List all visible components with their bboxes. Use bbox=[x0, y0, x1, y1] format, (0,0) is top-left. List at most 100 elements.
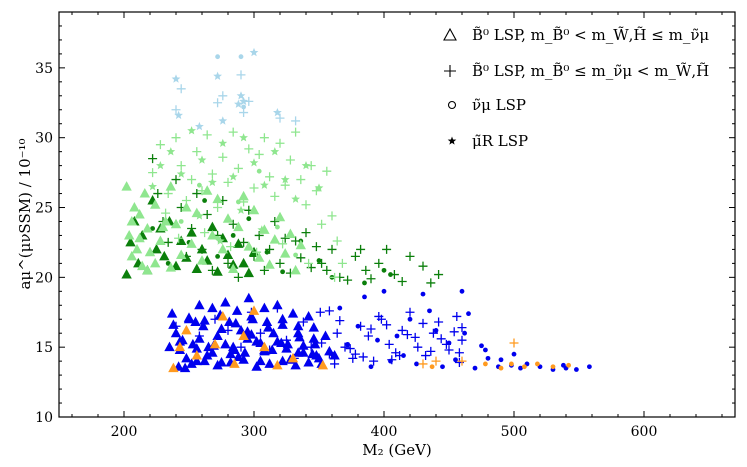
data-point-blue-plus bbox=[330, 359, 340, 369]
data-point-lightgreen-triangle bbox=[285, 228, 296, 239]
data-point-blue-triangle bbox=[231, 305, 243, 315]
data-point-green-triangle bbox=[207, 221, 218, 232]
data-point-lightgreen-triangle bbox=[207, 229, 218, 240]
y-tick-label: 15 bbox=[35, 340, 53, 356]
data-point-orange-circle bbox=[483, 361, 488, 367]
data-point-blue-circle bbox=[329, 351, 335, 357]
data-point-lightblue-plus bbox=[236, 70, 246, 80]
data-point-blue-triangle bbox=[220, 338, 231, 349]
plot-points bbox=[121, 47, 592, 373]
data-point-lightgreen-triangle bbox=[134, 209, 145, 219]
data-point-lightgreen-triangle bbox=[212, 193, 223, 204]
data-point-lightgreen-plus bbox=[332, 236, 342, 246]
data-point-lightgreen-triangle bbox=[142, 222, 153, 233]
x-tick-label: 500 bbox=[501, 424, 528, 440]
data-point-blue-plus bbox=[317, 338, 327, 348]
legend-marker-triangle bbox=[443, 27, 457, 41]
data-point-blue-circle bbox=[414, 361, 419, 367]
data-point-blue-triangle bbox=[298, 340, 309, 350]
data-point-lightgreen-triangle bbox=[280, 248, 291, 258]
data-point-lightgreen-plus bbox=[202, 130, 212, 140]
data-point-green-plus bbox=[280, 233, 290, 243]
data-point-lightgreen-star bbox=[208, 177, 217, 187]
data-point-lightgreen-star bbox=[239, 133, 248, 142]
data-point-blue-triangle bbox=[224, 316, 235, 327]
data-point-green-circle bbox=[362, 280, 367, 286]
data-point-lightgreen-triangle bbox=[290, 264, 301, 275]
data-point-blue-triangle bbox=[199, 355, 210, 366]
data-point-blue-circle bbox=[472, 365, 478, 371]
data-point-lightgreen-plus bbox=[327, 211, 337, 221]
data-point-green-triangle bbox=[191, 263, 202, 273]
data-point-blue-triangle bbox=[308, 333, 319, 343]
data-point-blue-circle bbox=[574, 367, 579, 372]
data-point-blue-triangle bbox=[230, 317, 241, 328]
data-point-green-circle bbox=[150, 226, 156, 231]
data-point-green-plus bbox=[192, 189, 202, 199]
data-point-lightgreen-triangle bbox=[126, 215, 137, 226]
data-point-lightgreen-star bbox=[148, 182, 157, 191]
data-point-lightgreen-plus bbox=[176, 161, 186, 171]
data-point-lightgreen-plus bbox=[192, 147, 202, 157]
data-point-orange-circle bbox=[429, 364, 435, 370]
data-point-green-plus bbox=[374, 258, 384, 268]
data-point-green-plus bbox=[397, 277, 407, 287]
data-point-green-circle bbox=[230, 233, 236, 238]
data-point-blue-plus bbox=[444, 345, 454, 355]
data-point-green-plus bbox=[228, 219, 238, 229]
data-point-green-circle bbox=[388, 272, 393, 277]
data-point-lightgreen-triangle bbox=[165, 262, 176, 272]
data-point-green-triangle bbox=[243, 267, 254, 278]
y-tick-label: 30 bbox=[35, 131, 53, 147]
data-point-lightgreen-plus bbox=[280, 180, 290, 190]
data-point-lightgreen-plus bbox=[223, 177, 233, 187]
data-point-lightgreen-plus bbox=[317, 219, 327, 229]
data-point-orange-plus bbox=[457, 356, 467, 366]
data-point-blue-triangle bbox=[277, 355, 288, 366]
data-point-lightgreen-triangle bbox=[121, 181, 132, 191]
data-point-lightgreen-triangle bbox=[134, 232, 145, 243]
data-point-lightgreen-star bbox=[166, 147, 176, 156]
data-point-blue-circle bbox=[420, 291, 426, 297]
data-point-orange-triangle bbox=[259, 341, 270, 352]
data-point-lightgreen-triangle bbox=[181, 202, 192, 212]
data-point-blue-plus bbox=[324, 306, 334, 316]
data-point-green-plus bbox=[327, 244, 337, 254]
data-point-lightgreen-plus bbox=[187, 175, 197, 185]
y-tick-label: 10 bbox=[35, 410, 53, 426]
data-point-lightblue-plus bbox=[291, 116, 301, 126]
data-point-blue-triangle bbox=[276, 337, 287, 347]
data-point-lightblue-star bbox=[234, 99, 243, 108]
data-point-green-plus bbox=[301, 228, 311, 238]
data-point-lightgreen-plus bbox=[259, 133, 269, 143]
data-point-lightgreen-triangle bbox=[124, 229, 135, 240]
data-point-lightgreen-triangle bbox=[157, 221, 169, 232]
data-point-green-plus bbox=[434, 270, 444, 280]
data-point-lightgreen-plus bbox=[278, 239, 288, 249]
data-point-lightblue-star bbox=[249, 47, 259, 57]
data-point-lightgreen-star bbox=[218, 138, 228, 147]
x-tick-label: 200 bbox=[111, 424, 138, 440]
data-point-blue-circle bbox=[362, 294, 367, 300]
data-point-blue-circle bbox=[337, 305, 343, 311]
data-point-lightgreen-circle bbox=[197, 182, 202, 188]
data-point-green-plus bbox=[153, 189, 163, 199]
data-point-lightgreen-plus bbox=[174, 233, 184, 243]
data-point-lightgreen-plus bbox=[301, 200, 311, 210]
data-point-blue-circle bbox=[518, 365, 523, 371]
data-point-blue-plus bbox=[282, 335, 291, 345]
data-point-orange-triangle bbox=[287, 352, 299, 363]
data-point-lightgreen-star bbox=[270, 147, 280, 156]
data-point-lightblue-star bbox=[213, 71, 222, 80]
data-point-orange-plus bbox=[418, 359, 428, 369]
data-point-blue-circle bbox=[427, 308, 432, 314]
data-point-blue-triangle bbox=[277, 319, 288, 329]
data-point-blue-circle bbox=[394, 333, 400, 339]
data-point-blue-circle bbox=[407, 316, 413, 322]
data-point-green-circle bbox=[202, 198, 208, 203]
data-point-blue-triangle bbox=[251, 361, 262, 371]
data-point-green-triangle bbox=[121, 269, 132, 279]
data-point-orange-circle bbox=[509, 361, 514, 367]
data-point-orange-triangle bbox=[317, 359, 329, 370]
